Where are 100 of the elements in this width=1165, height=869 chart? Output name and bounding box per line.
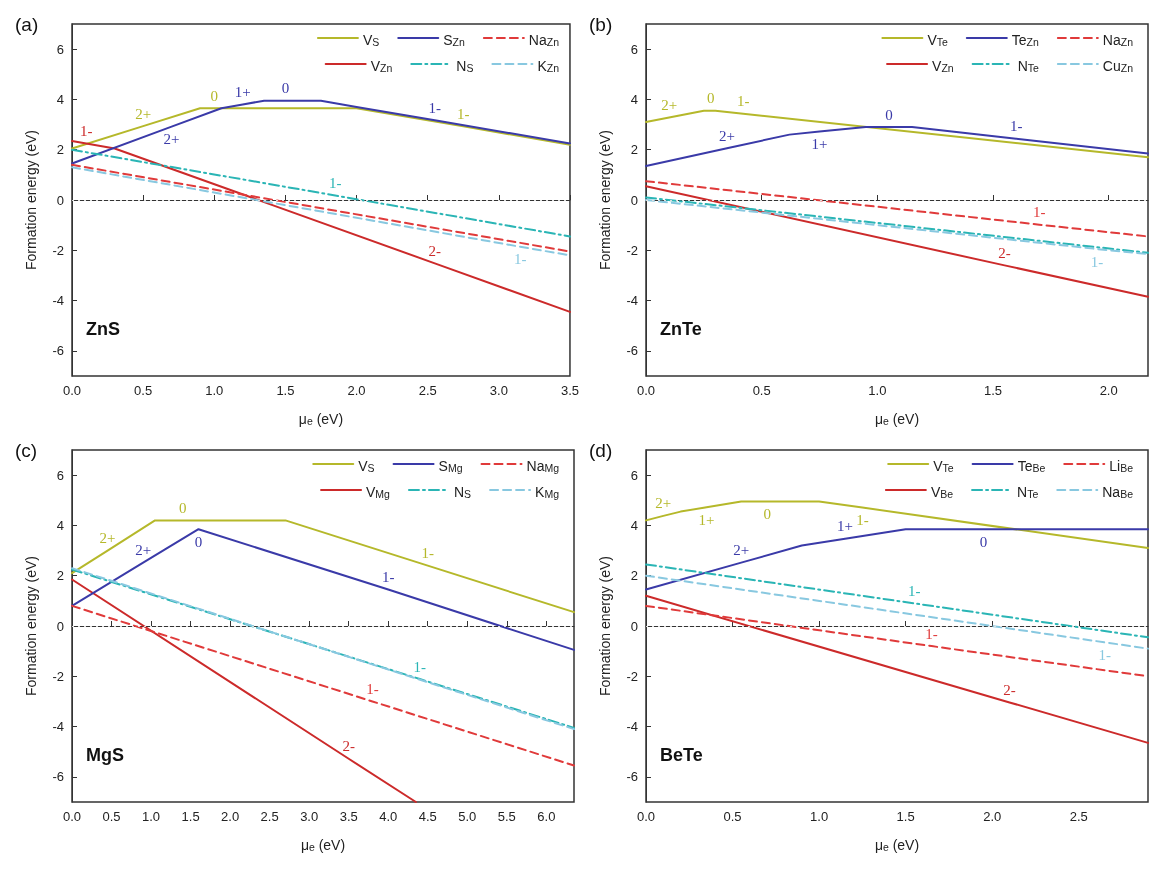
y-tick-label: 4 xyxy=(56,517,64,533)
y-tick-label: -2 xyxy=(626,668,638,684)
annotation: 0 xyxy=(281,80,290,97)
line-series xyxy=(645,109,1149,159)
legend-label: SMg xyxy=(438,458,463,474)
x-tick-label: 2.5 xyxy=(418,383,437,398)
x-tick-label: 1.5 xyxy=(896,809,915,824)
annotation: 1- xyxy=(736,93,750,110)
x-tick-label: 1.5 xyxy=(983,383,1003,398)
x-tick-label: 4.5 xyxy=(418,809,437,824)
y-tick-label: 4 xyxy=(56,91,64,107)
annotation: 0 xyxy=(210,87,219,104)
x-tick-label: 0.5 xyxy=(752,383,771,398)
x-axis-title: μe (eV) xyxy=(874,837,920,853)
annotation: 1- xyxy=(79,122,93,139)
legend-label: LiBe xyxy=(1109,458,1134,474)
x-tick-label: 1.5 xyxy=(276,383,295,398)
y-tick-label: -4 xyxy=(52,719,64,735)
x-tick-label: 0.0 xyxy=(636,809,656,824)
annotation: 2+ xyxy=(99,530,116,547)
annotation: ZnS xyxy=(86,319,120,339)
legend-label: NaBe xyxy=(1102,484,1134,500)
y-tick-label: -6 xyxy=(52,343,64,359)
annotation: 1- xyxy=(428,99,442,116)
annotation: 0 xyxy=(885,106,893,123)
y-tick-label: -2 xyxy=(626,242,638,258)
x-tick-label: 2.0 xyxy=(221,809,240,824)
legend-label: VS xyxy=(358,458,375,474)
y-tick-label: 6 xyxy=(56,41,64,57)
x-tick-label: 6.0 xyxy=(537,809,556,824)
annotation: 0 xyxy=(979,533,988,550)
annotation: 2+ xyxy=(661,97,678,114)
x-tick-label: 2.0 xyxy=(983,809,1002,824)
x-tick-label: 0.5 xyxy=(102,809,121,824)
annotation: 1- xyxy=(328,174,342,191)
y-tick-label: -4 xyxy=(626,719,638,735)
x-tick-label: 4.0 xyxy=(379,809,398,824)
annotation: 2+ xyxy=(163,131,180,148)
x-axis-title: μe (eV) xyxy=(874,411,920,427)
y-axis-title: Formation energy (eV) xyxy=(23,555,39,697)
annotation: ZnTe xyxy=(660,319,702,339)
legend-label: NTe xyxy=(1017,58,1040,74)
annotation: 1- xyxy=(381,569,395,586)
annotation: 1- xyxy=(1090,253,1104,270)
annotation: BeTe xyxy=(660,745,703,765)
annotation: 1+ xyxy=(837,518,854,535)
x-axis-title: μe (eV) xyxy=(298,411,344,427)
y-tick-label: 6 xyxy=(56,467,64,483)
x-tick-label: 2.0 xyxy=(1099,383,1118,398)
x-tick-label: 1.5 xyxy=(181,809,200,824)
legend-label: VBe xyxy=(930,484,954,500)
y-tick-label: -4 xyxy=(626,293,638,309)
annotation: 1- xyxy=(366,680,379,697)
y-tick-label: 2 xyxy=(630,568,638,584)
x-tick-label: 1.0 xyxy=(205,383,224,398)
legend-label: VZn xyxy=(370,58,393,74)
chart-title: (c) xyxy=(15,440,38,461)
annotation: 2+ xyxy=(135,105,152,122)
x-tick-label: 3.5 xyxy=(560,383,579,398)
line-series xyxy=(71,528,575,651)
y-tick-label: 2 xyxy=(630,142,638,158)
legend-label: VMg xyxy=(366,484,391,500)
legend-label: SZn xyxy=(443,32,466,48)
annotation: 1- xyxy=(421,545,434,562)
legend-label: NaZn xyxy=(528,32,560,48)
x-tick-label: 0.0 xyxy=(62,809,82,824)
x-tick-label: 3.0 xyxy=(300,809,319,824)
annotation: 1- xyxy=(457,105,470,122)
x-tick-label: 2.5 xyxy=(260,809,279,824)
line-series xyxy=(71,519,575,614)
annotation: 1- xyxy=(1098,646,1111,663)
annotation: 2- xyxy=(342,738,355,755)
y-tick-label: 6 xyxy=(630,41,638,57)
y-tick-label: 0 xyxy=(56,192,64,208)
x-tick-label: 2.5 xyxy=(1069,809,1088,824)
x-tick-label: 5.5 xyxy=(497,809,516,824)
x-tick-label: 0.5 xyxy=(723,809,742,824)
y-tick-label: 4 xyxy=(630,517,638,533)
legend-label: NS xyxy=(456,58,474,74)
annotation: 1- xyxy=(513,251,527,268)
annotation: 1+ xyxy=(811,136,828,153)
annotation: 0 xyxy=(194,533,203,550)
annotation: 2- xyxy=(998,244,1011,261)
y-tick-label: -2 xyxy=(52,242,64,258)
legend-label: VS xyxy=(362,32,380,48)
y-tick-label: -6 xyxy=(626,769,638,785)
legend-label: CuZn xyxy=(1102,58,1134,74)
y-tick-label: -6 xyxy=(52,769,64,785)
y-tick-label: 2 xyxy=(56,142,64,158)
annotation: 2+ xyxy=(655,495,672,512)
annotation: 1- xyxy=(1033,204,1046,221)
legend-label: VTe xyxy=(933,458,954,474)
x-axis-title: μe (eV) xyxy=(300,837,346,853)
chart-title: (a) xyxy=(15,14,39,35)
legend-label: KMg xyxy=(535,484,560,500)
legend-label: NS xyxy=(453,484,472,500)
annotation: 1- xyxy=(925,625,938,642)
annotation: 1- xyxy=(413,658,427,675)
legend-label: TeBe xyxy=(1017,458,1046,474)
y-tick-label: -2 xyxy=(52,668,64,684)
